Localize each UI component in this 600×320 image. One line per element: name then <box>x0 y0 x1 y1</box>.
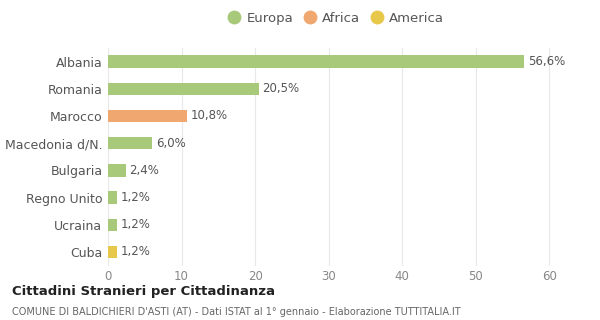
Bar <box>108 137 152 149</box>
Bar <box>108 219 117 231</box>
Text: COMUNE DI BALDICHIERI D'ASTI (AT) - Dati ISTAT al 1° gennaio - Elaborazione TUTT: COMUNE DI BALDICHIERI D'ASTI (AT) - Dati… <box>12 307 461 317</box>
Text: 1,2%: 1,2% <box>121 191 151 204</box>
Text: 20,5%: 20,5% <box>262 82 299 95</box>
Text: Cittadini Stranieri per Cittadinanza: Cittadini Stranieri per Cittadinanza <box>12 285 275 298</box>
Text: 10,8%: 10,8% <box>191 109 228 123</box>
Text: 1,2%: 1,2% <box>121 245 151 259</box>
Text: 6,0%: 6,0% <box>156 137 185 150</box>
Bar <box>108 191 117 204</box>
Text: 2,4%: 2,4% <box>130 164 159 177</box>
Text: 1,2%: 1,2% <box>121 218 151 231</box>
Bar <box>108 55 524 68</box>
Bar <box>108 110 187 122</box>
Text: 56,6%: 56,6% <box>528 55 565 68</box>
Bar <box>108 83 259 95</box>
Legend: Europa, Africa, America: Europa, Africa, America <box>223 7 449 30</box>
Bar <box>108 164 125 177</box>
Bar <box>108 246 117 258</box>
